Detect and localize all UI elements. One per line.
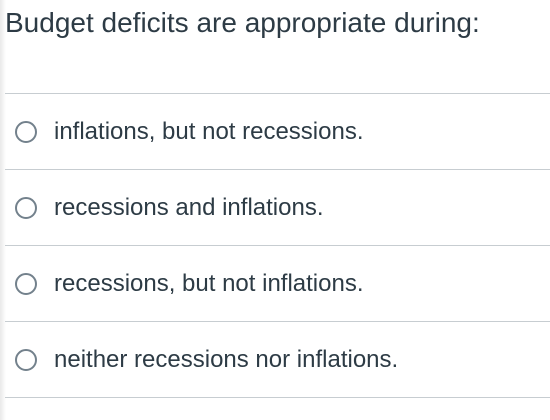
quiz-question: Budget deficits are appropriate during: … (5, 0, 550, 420)
answer-label: inflations, but not recessions. (54, 117, 364, 145)
answer-label: neither recessions nor inflations. (54, 345, 399, 373)
radio-button[interactable] (15, 272, 37, 295)
question-text: Budget deficits are appropriate during: (5, 7, 480, 38)
radio-button[interactable] (15, 120, 37, 143)
radio-button[interactable] (15, 348, 37, 371)
answer-label: recessions, but not inflations. (54, 269, 364, 297)
answer-label: recessions and inflations. (54, 193, 324, 221)
radio-button[interactable] (15, 196, 37, 219)
answer-option-2[interactable]: recessions and inflations. (5, 170, 550, 246)
answer-list: inflations, but not recessions. recessio… (5, 93, 550, 398)
left-edge-shadow (0, 0, 6, 420)
answer-option-3[interactable]: recessions, but not inflations. (5, 246, 550, 322)
answer-option-4[interactable]: neither recessions nor inflations. (5, 322, 550, 398)
answer-option-1[interactable]: inflations, but not recessions. (5, 94, 550, 170)
